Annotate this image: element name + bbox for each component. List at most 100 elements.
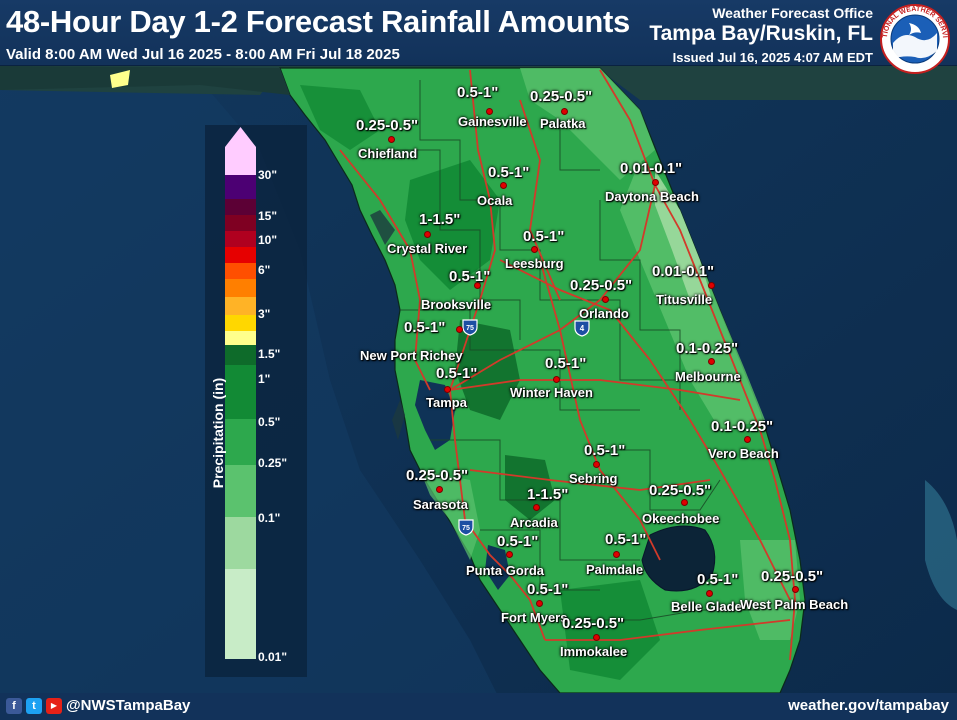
rainfall-amount: 1-1.5" [527,486,569,503]
legend-swatch [225,147,256,175]
rainfall-amount: 0.25-0.5" [649,482,712,499]
city-name: Palatka [540,116,586,131]
social-handle[interactable]: @NWSTampaBay [66,697,191,714]
rainfall-amount: 0.5-1" [605,531,647,548]
legend-tick-label: 0.25" [258,456,288,470]
legend-swatch [225,297,256,315]
route-70 [469,469,711,491]
city-name: Crystal River [387,241,468,256]
legend-tick-label: 1" [258,372,271,386]
rainfall-amount: 0.25-0.5" [356,117,419,134]
legend-swatch [225,263,256,279]
zone-palm-beach-light [740,540,800,640]
city-name: Vero Beach [708,446,779,461]
rainfall-amount: 0.25-0.5" [406,467,469,484]
city-marker-icon [652,179,659,186]
legend-tick-label: 6" [258,263,271,277]
website-link[interactable]: weather.gov/tampabay [788,697,949,714]
interstate-shield-icon: 4 [574,320,590,337]
city-name: New Port Richey [360,348,463,363]
rainfall-amount: 0.5-1" [697,571,739,588]
legend-swatch [225,569,256,659]
rainfall-amount: 1-1.5" [419,211,461,228]
office-label: Weather Forecast Office [712,5,873,21]
city-name: West Palm Beach [740,597,849,612]
zone-sw-light [420,470,480,560]
legend-swatch [225,345,256,365]
page-title: 48-Hour Day 1-2 Forecast Rainfall Amount… [6,4,630,39]
tampa-bay [415,380,455,450]
shield-label: 75 [466,325,474,332]
legend-tick-label: 0.5" [258,415,281,429]
city-marker-icon [531,246,538,253]
legend-swatch [225,279,256,297]
legend-swatch [225,465,256,517]
legend-swatch [225,331,256,345]
twitter-icon[interactable]: t [26,698,42,714]
city-marker-icon [613,551,620,558]
route-60 [449,379,741,401]
youtube-icon[interactable]: ▶ [46,698,62,714]
city-name: Orlando [579,306,629,321]
legend-color-bar [225,127,256,659]
rainfall-amount: 0.5-1" [449,268,491,285]
shield-label: 4 [580,324,585,333]
legend-tick-label: 15" [258,209,278,223]
interstate-75-south [449,389,546,641]
rainfall-amount: 0.5-1" [488,164,530,181]
rainfall-amount: 0.25-0.5" [570,277,633,294]
bahamas-bank [925,480,957,610]
facebook-icon[interactable]: f [6,698,22,714]
legend-swatch [225,247,256,263]
big-bend-fill [0,66,290,95]
rainfall-amount: 0.25-0.5" [562,615,625,632]
legend-swatch [225,175,256,199]
interstate-75-north [449,69,496,391]
city-name: Gainesville [458,114,527,129]
city-name: Ocala [477,193,513,208]
city-name: Fort Myers [501,610,568,625]
header-banner: 48-Hour Day 1-2 Forecast Rainfall Amount… [0,0,957,74]
city-name: Sarasota [413,497,468,512]
city-name: Sebring [569,471,618,486]
city-marker-icon [593,461,600,468]
city-name: Tampa [426,395,467,410]
coastal-islands [370,210,405,440]
city-marker-icon [533,504,540,511]
city-marker-icon [388,136,395,143]
highways [339,69,796,661]
city-marker-icon [456,326,463,333]
rainfall-amount: 0.5-1" [523,228,565,245]
interstate-4 [449,184,656,391]
interstate-95 [599,69,796,661]
zone-north-light [520,68,655,180]
city-name: Punta Gorda [466,563,545,578]
rainfall-amount: 0.01-0.1" [652,263,715,280]
legend-tick-label: 10" [258,233,278,247]
florida-turnpike [499,259,791,601]
rainfall-amount: 0.5-1" [584,442,626,459]
shield-label: 75 [462,525,470,532]
alligator-alley [545,619,791,641]
city-name: Okeechobee [642,511,720,526]
city-marker-icon [553,376,560,383]
precipitation-legend: 30" 15" 10" 6" 3" 1.5" 1" 0.5" 0.25" 0.1" 0.01" Pr… [205,125,307,677]
legend-tick-label: 0.1" [258,511,281,525]
route-19 [339,149,431,391]
legend-swatch [225,517,256,569]
city-marker-icon [474,282,481,289]
city-marker-icon [506,551,513,558]
city-name: Arcadia [510,515,558,530]
city-marker-icon [708,282,715,289]
rainfall-amount: 0.01-0.1" [620,160,683,177]
rainfall-amount: 0.25-0.5" [530,88,593,105]
legend-swatch [225,231,256,247]
footer-banner: f t ▶ @NWSTampaBay weather.gov/tampabay [0,693,957,720]
interstate-shield-icon: 75 [458,519,474,536]
city-name: Winter Haven [510,385,593,400]
nws-logo-icon: NATIONAL WEATHER SERVICE [879,3,950,74]
zone-east-coast-lightest [655,170,712,300]
city-name: Brooksville [421,297,492,312]
